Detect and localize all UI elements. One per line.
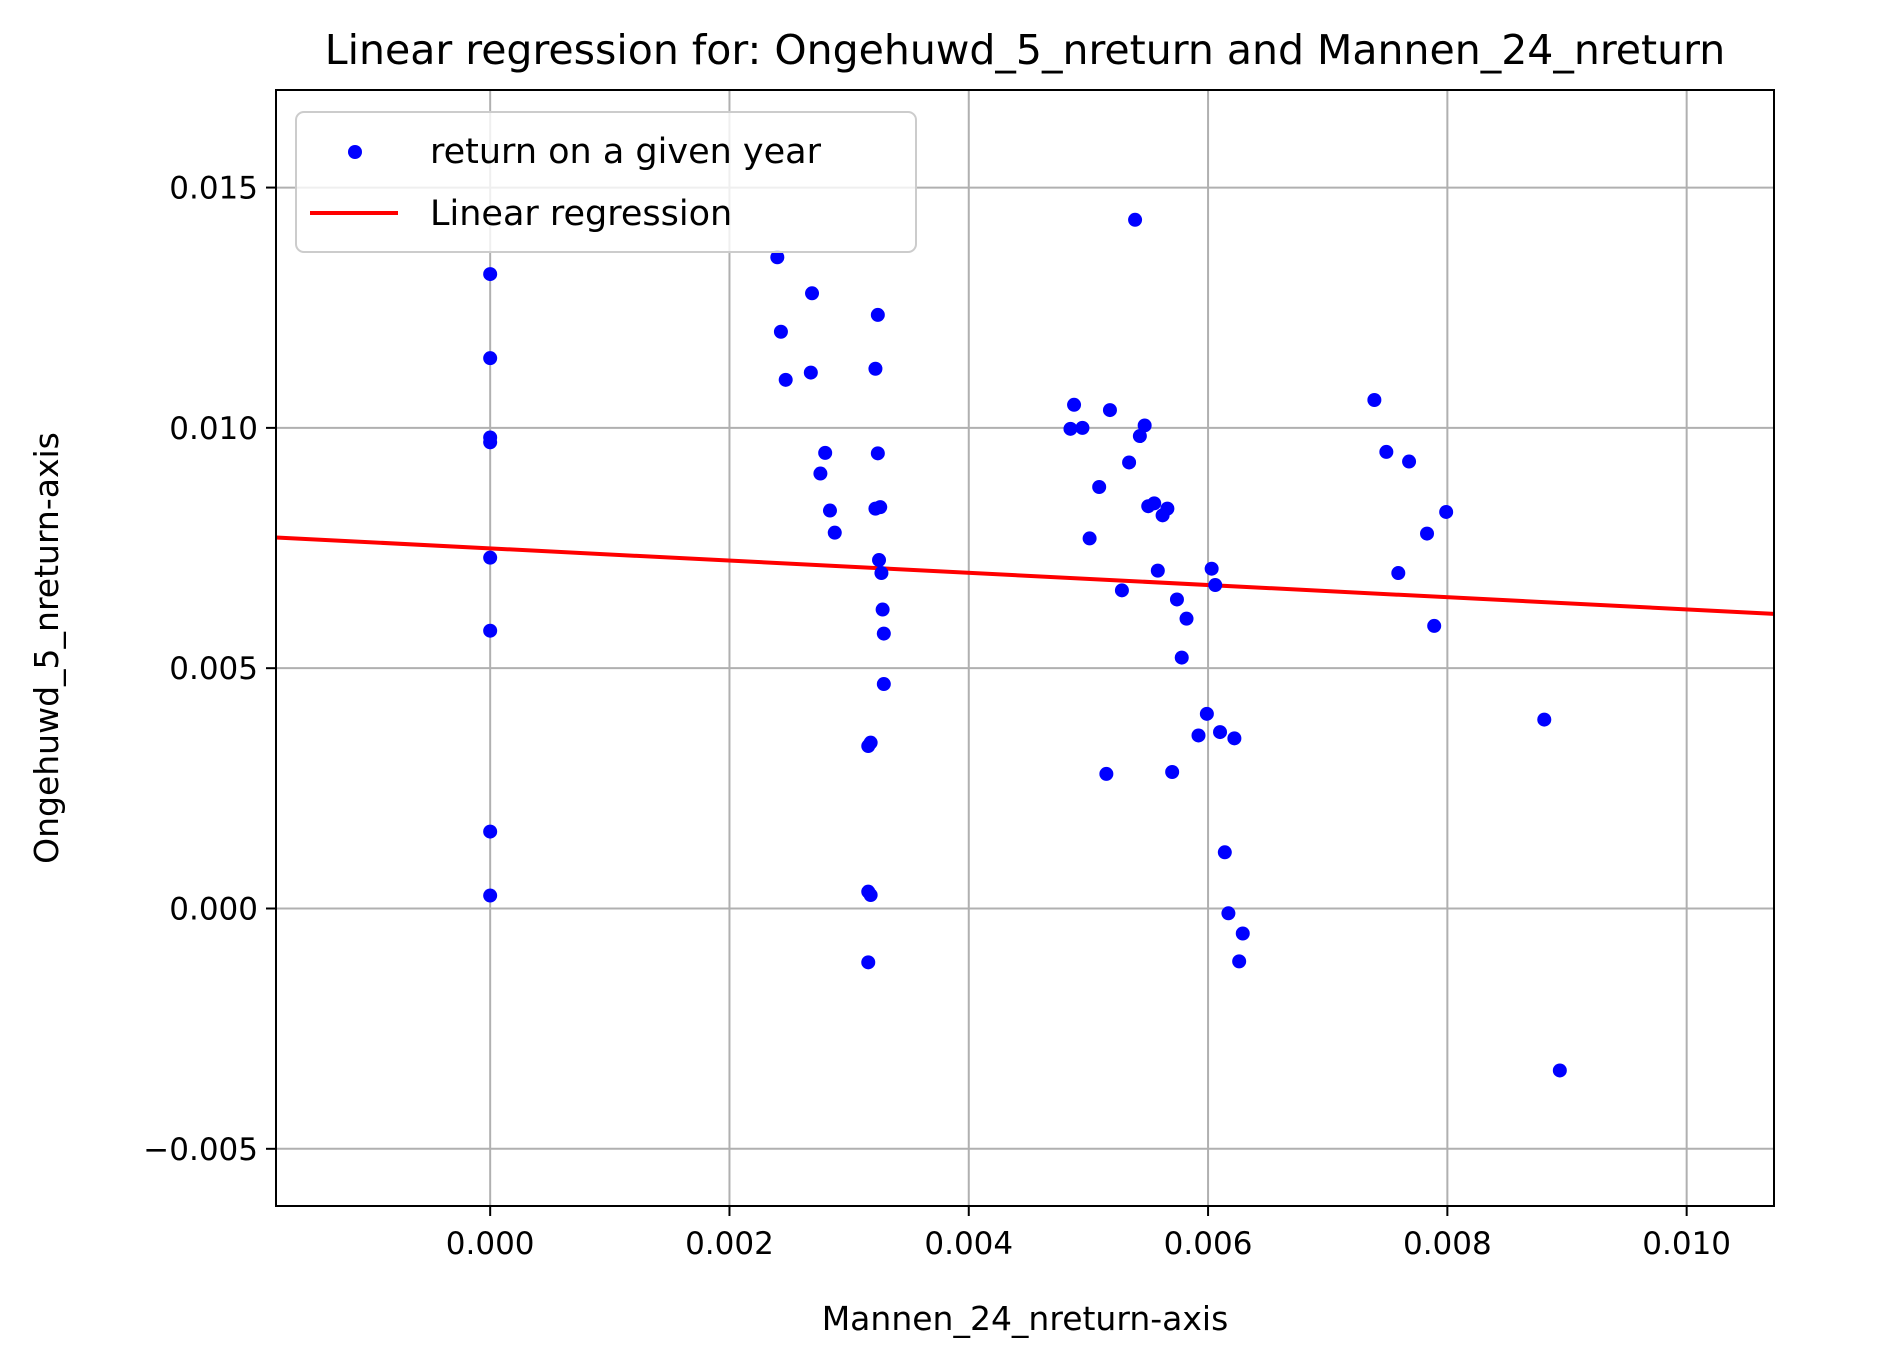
- scatter-point: [1367, 393, 1382, 407]
- scatter-point: [863, 888, 878, 903]
- y-axis-label: Ongehuwd_5_nreturn-axis: [27, 432, 66, 864]
- scatter-point: [1221, 906, 1236, 921]
- y-tick-label: −0.005: [143, 1132, 258, 1168]
- scatter-point: [1235, 926, 1250, 941]
- scatter-point: [1174, 650, 1189, 665]
- scatter-point: [813, 466, 828, 481]
- legend-label-line: Linear regression: [430, 194, 732, 234]
- scatter-point: [1537, 712, 1552, 727]
- scatter-point: [870, 446, 885, 461]
- x-tick-label: 0.002: [685, 1226, 774, 1262]
- x-tick-label: 0.004: [924, 1226, 1013, 1262]
- y-tick-label: 0.005: [169, 651, 258, 687]
- scatter-point: [1199, 706, 1214, 721]
- scatter-point: [1137, 418, 1152, 433]
- scatter-point: [483, 623, 498, 638]
- scatter-point: [818, 445, 833, 460]
- scatter-point: [1217, 845, 1232, 860]
- scatter-point: [1379, 444, 1394, 459]
- plot-frame: [275, 89, 1775, 1207]
- y-tick-label: 0.010: [169, 411, 258, 447]
- scatter-point: [1075, 420, 1090, 435]
- scatter-point: [1128, 212, 1143, 227]
- axis-ticks: 0.000 0.002 0.004 0.006 0.008 0.010 −0.005 0.00…: [143, 171, 1731, 1262]
- scatter-point: [1213, 725, 1228, 740]
- scatter-point: [1179, 611, 1194, 626]
- scatter-point: [803, 365, 818, 380]
- x-tick-label: 0.000: [446, 1226, 535, 1262]
- scatter-point: [1122, 455, 1137, 470]
- scatter-point: [861, 955, 876, 970]
- scatter-point: [1191, 728, 1206, 743]
- scatter-point: [875, 602, 890, 617]
- scatter-point: [873, 500, 888, 515]
- scatter-point: [1114, 583, 1129, 598]
- scatter-point: [874, 566, 889, 581]
- scatter-point: [1102, 403, 1117, 418]
- scatter-point: [1552, 1063, 1567, 1078]
- scatter-point: [483, 351, 498, 366]
- scatter-point: [1132, 429, 1147, 444]
- scatter-point: [773, 324, 788, 339]
- scatter-point: [868, 361, 883, 376]
- scatter-point: [1160, 501, 1175, 516]
- scatter-point: [1439, 504, 1454, 519]
- x-tick-label: 0.010: [1642, 1226, 1731, 1262]
- scatter-point: [863, 735, 878, 750]
- scatter-points: [483, 212, 1567, 1078]
- y-tick-label: 0.015: [169, 171, 258, 207]
- scatter-point: [872, 553, 887, 568]
- scatter-point: [778, 372, 793, 387]
- regression-line: [275, 535, 1775, 616]
- scatter-point: [1147, 496, 1162, 511]
- scatter-point: [1427, 618, 1442, 633]
- scatter-point: [1063, 421, 1078, 436]
- scatter-point: [770, 250, 785, 265]
- legend-marker-points: [348, 145, 362, 159]
- scatter-point: [1208, 578, 1223, 593]
- scatter-point: [1150, 563, 1165, 578]
- scatter-point: [483, 435, 498, 450]
- scatter-point: [876, 626, 891, 641]
- scatter-point: [1227, 731, 1242, 746]
- scatter-point: [1391, 566, 1406, 581]
- chart-title: Linear regression for: Ongehuwd_5_nretur…: [325, 26, 1725, 74]
- scatter-point: [827, 525, 842, 540]
- scatter-point: [1232, 954, 1247, 969]
- scatter-point: [876, 677, 891, 692]
- scatter-point: [483, 550, 498, 565]
- scatter-point: [1067, 397, 1082, 412]
- regression-layer: [275, 535, 1775, 616]
- scatter-point: [805, 286, 820, 301]
- scatter-point: [1092, 479, 1107, 494]
- scatter-point: [1204, 561, 1219, 576]
- scatter-point: [483, 888, 498, 903]
- scatter-point: [483, 267, 498, 282]
- x-tick-label: 0.008: [1403, 1226, 1492, 1262]
- scatter-point: [483, 824, 498, 839]
- scatter-point: [1082, 531, 1097, 546]
- scatter-point: [1169, 592, 1184, 607]
- legend-label-points: return on a given year: [430, 132, 822, 172]
- legend: return on a given year Linear regression: [295, 111, 917, 253]
- x-tick-label: 0.006: [1164, 1226, 1253, 1262]
- scatter-point: [822, 503, 837, 518]
- scatter-point: [1099, 766, 1114, 781]
- y-tick-label: 0.000: [169, 891, 258, 927]
- scatter-point: [1420, 526, 1435, 541]
- x-axis-label: Mannen_24_nreturn-axis: [822, 1299, 1229, 1338]
- scatter-point: [1165, 765, 1180, 779]
- scatter-point: [1402, 454, 1417, 469]
- scatter-point: [870, 307, 885, 322]
- legend-box: [295, 111, 917, 253]
